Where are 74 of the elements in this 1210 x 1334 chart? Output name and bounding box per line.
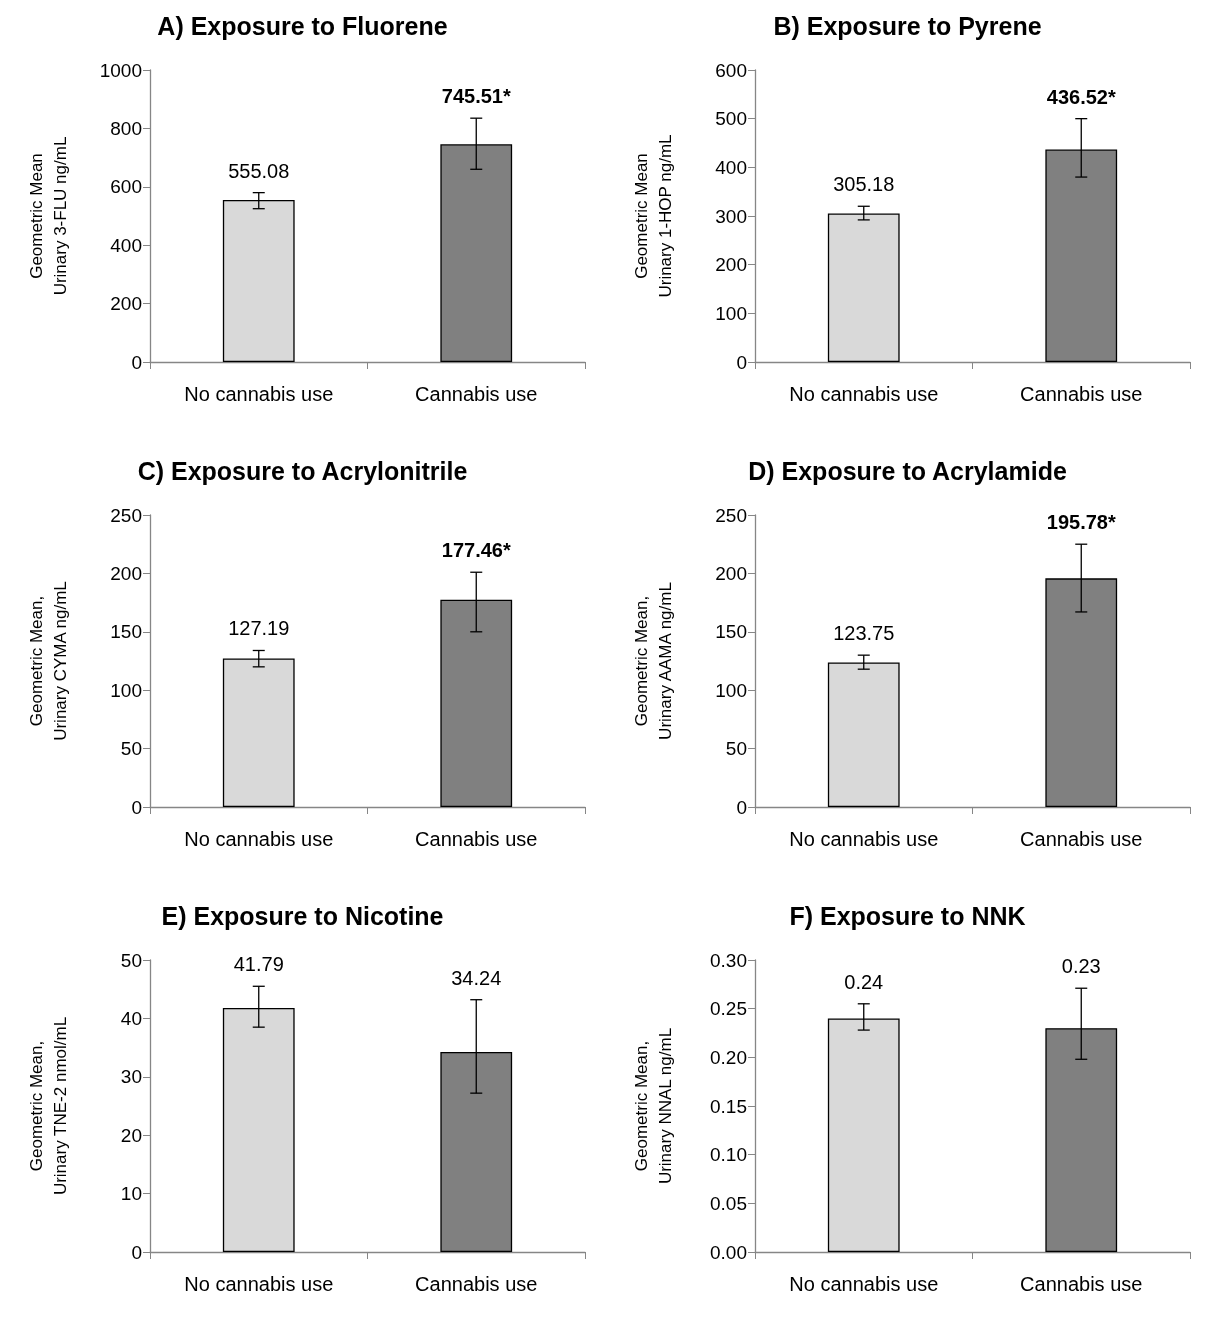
y-tick-label: 600 bbox=[715, 59, 747, 81]
y-tick-label: 400 bbox=[715, 156, 747, 178]
chart-title: F) Exposure to NNK bbox=[789, 901, 1026, 930]
y-tick-label: 0 bbox=[131, 351, 142, 373]
y-tick-label: 50 bbox=[725, 738, 747, 760]
y-axis-title: Geometric Mean, Urinary CYMA ng/mL bbox=[26, 581, 70, 741]
x-tick-label: Cannabis use bbox=[415, 1273, 538, 1295]
data-label: 177.46* bbox=[441, 539, 511, 562]
y-tick-label: 100 bbox=[110, 679, 142, 701]
data-label: 0.23 bbox=[1061, 955, 1101, 978]
chart-title: C) Exposure to Acrylonitrile bbox=[137, 456, 468, 485]
x-tick-label: No cannabis use bbox=[789, 1273, 939, 1295]
data-label: 195.78* bbox=[1046, 511, 1116, 534]
y-tick-label: 250 bbox=[110, 504, 142, 526]
data-label: 34.24 bbox=[451, 966, 502, 989]
y-axis-title: Geometric Mean Urinary 1-HOP ng/mL bbox=[631, 134, 675, 298]
y-tick-label: 10 bbox=[120, 1183, 142, 1205]
y-axis-title: Geometric Mean, Urinary TNE-2 nmol/mL bbox=[26, 1016, 70, 1196]
chart-title: E) Exposure to Nicotine bbox=[161, 901, 444, 930]
data-label: 41.79 bbox=[233, 953, 284, 976]
y-tick-label: 600 bbox=[110, 176, 142, 198]
x-tick-label: Cannabis use bbox=[1020, 828, 1143, 850]
data-label: 745.51* bbox=[441, 85, 511, 108]
y-tick-label: 100 bbox=[715, 302, 747, 324]
data-label: 123.75 bbox=[833, 622, 895, 645]
y-tick-label: 0.00 bbox=[710, 1241, 747, 1263]
y-axis-title: Geometric Mean, Urinary NNAL ng/mL bbox=[631, 1027, 675, 1185]
data-label: 555.08 bbox=[228, 159, 290, 182]
y-tick-label: 50 bbox=[120, 738, 142, 760]
chart-title: D) Exposure to Acrylamide bbox=[748, 456, 1067, 485]
y-tick-label: 0.30 bbox=[710, 949, 747, 971]
y-tick-label: 500 bbox=[715, 108, 747, 130]
y-tick-label: 30 bbox=[120, 1066, 142, 1088]
y-tick-label: 0.25 bbox=[710, 998, 747, 1020]
y-tick-label: 250 bbox=[715, 504, 747, 526]
x-tick-label: No cannabis use bbox=[184, 1273, 334, 1295]
y-tick-label: 50 bbox=[120, 949, 142, 971]
y-axis-title: Geometric Mean Urinary 3-FLU ng/mL bbox=[26, 136, 70, 296]
data-label: 305.18 bbox=[833, 173, 895, 196]
y-tick-label: 0 bbox=[736, 796, 747, 818]
x-tick-label: No cannabis use bbox=[789, 383, 939, 405]
y-tick-label: 20 bbox=[120, 1124, 142, 1146]
y-tick-label: 100 bbox=[715, 679, 747, 701]
y-axis-title: Geometric Mean, Urinary AAMA ng/mL bbox=[631, 582, 675, 740]
y-tick-label: 0 bbox=[131, 796, 142, 818]
y-tick-label: 150 bbox=[110, 621, 142, 643]
x-tick-label: Cannabis use bbox=[1020, 1273, 1143, 1295]
y-tick-label: 0 bbox=[736, 351, 747, 373]
y-tick-label: 300 bbox=[715, 205, 747, 227]
data-label: 0.24 bbox=[844, 970, 884, 993]
y-tick-label: 1000 bbox=[99, 59, 142, 81]
y-tick-label: 0.15 bbox=[710, 1095, 747, 1117]
y-tick-label: 200 bbox=[110, 562, 142, 584]
y-tick-label: 40 bbox=[120, 1007, 142, 1029]
x-tick-label: No cannabis use bbox=[789, 828, 939, 850]
x-tick-label: Cannabis use bbox=[1020, 383, 1143, 405]
x-tick-label: No cannabis use bbox=[184, 828, 334, 850]
y-tick-label: 200 bbox=[715, 562, 747, 584]
chart-title: A) Exposure to Fluorene bbox=[157, 11, 448, 40]
y-tick-label: 400 bbox=[110, 234, 142, 256]
y-tick-label: 200 bbox=[110, 293, 142, 315]
x-tick-label: Cannabis use bbox=[415, 828, 538, 850]
data-label: 127.19 bbox=[228, 617, 290, 640]
y-tick-label: 0.10 bbox=[710, 1144, 747, 1166]
x-tick-label: Cannabis use bbox=[415, 383, 538, 405]
chart-title: B) Exposure to Pyrene bbox=[773, 11, 1042, 40]
x-tick-label: No cannabis use bbox=[184, 383, 334, 405]
data-label: 436.52* bbox=[1046, 85, 1116, 108]
y-tick-label: 200 bbox=[715, 254, 747, 276]
y-tick-label: 0.20 bbox=[710, 1046, 747, 1068]
y-tick-label: 0 bbox=[131, 1241, 142, 1263]
y-tick-label: 0.05 bbox=[710, 1192, 747, 1214]
y-tick-label: 150 bbox=[715, 621, 747, 643]
y-tick-label: 800 bbox=[110, 117, 142, 139]
